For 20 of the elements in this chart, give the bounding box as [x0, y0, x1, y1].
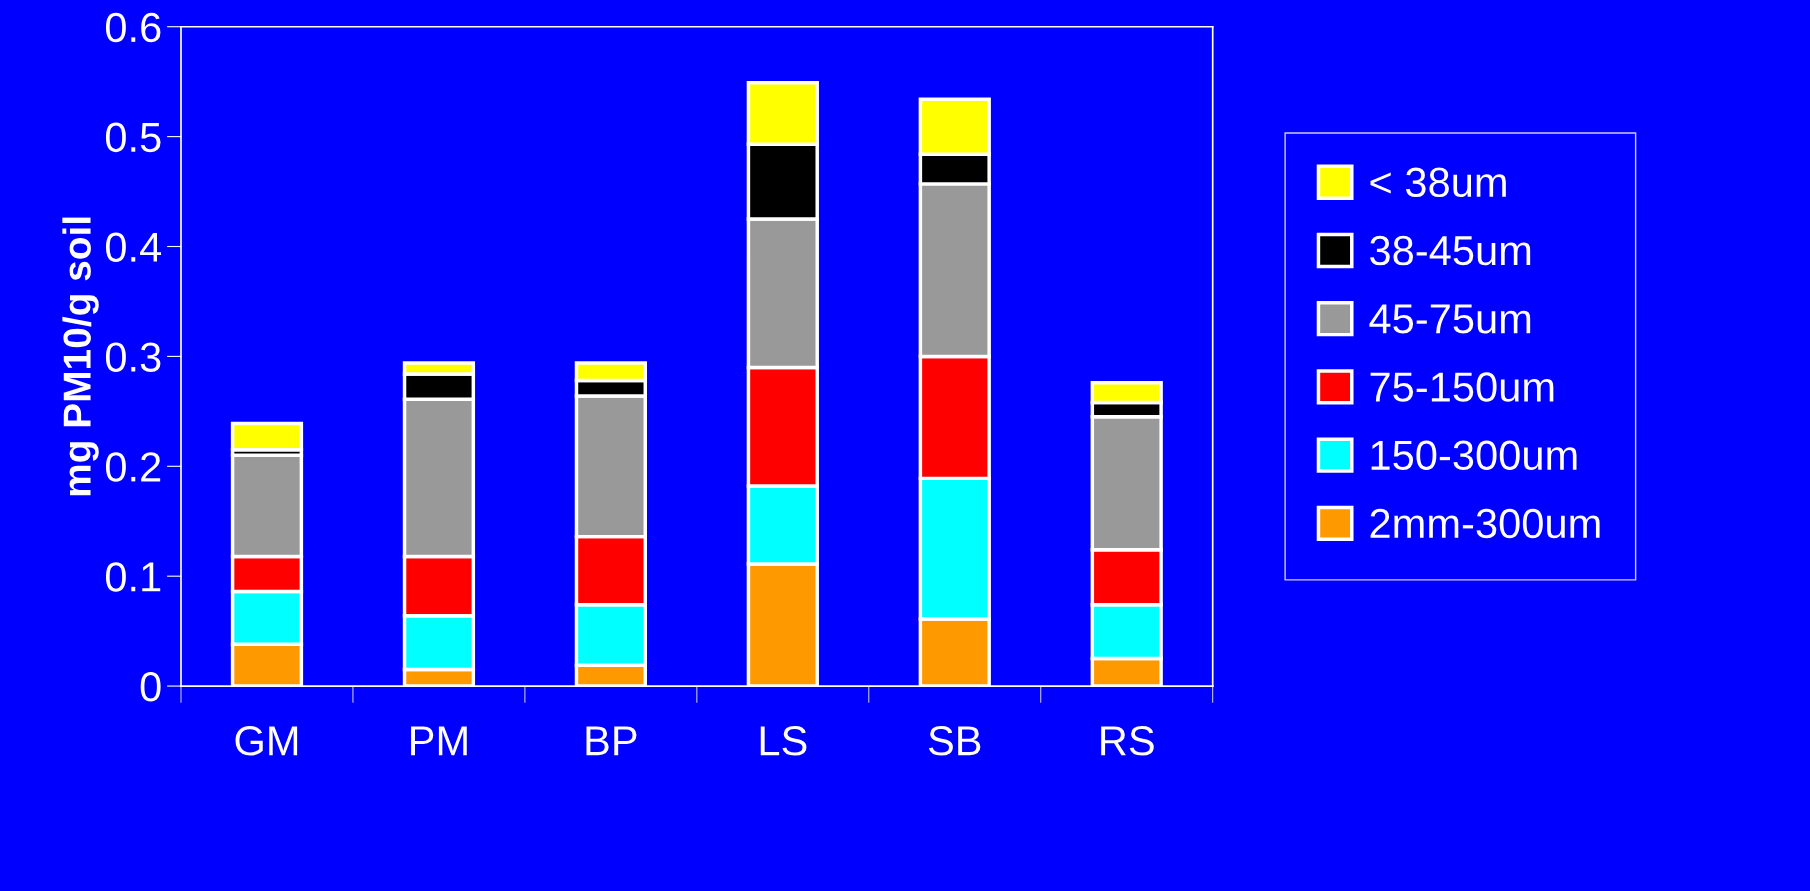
legend-label: 45-75um [1369, 304, 1531, 334]
y-tick-label: 0.5 [105, 122, 161, 153]
x-tick-label: RS [1101, 726, 1154, 756]
x-tick-label: BP [586, 726, 637, 756]
x-tick-label: PM [411, 726, 467, 756]
x-tick-label: GM [235, 726, 298, 756]
y-tick-label: 0.1 [105, 562, 161, 592]
x-tick-label: LS [760, 726, 807, 756]
y-tick-label: 0.2 [105, 452, 161, 482]
y-tick-label: 0.6 [105, 12, 161, 43]
legend-label: 75-150um [1370, 372, 1554, 402]
legend-label: 38-45um [1370, 235, 1531, 266]
legend-label: 2mm-300um [1370, 508, 1600, 539]
y-axis-title: mg PM10/g soil [62, 217, 99, 496]
y-tick-label: 0 [140, 672, 161, 702]
legend-label: 150-300um [1371, 440, 1577, 471]
legend-label: < 38um [1370, 167, 1506, 198]
y-tick-label: 0.3 [105, 342, 161, 372]
y-tick-label: 0.4 [105, 232, 162, 263]
x-tick-label: SB [928, 726, 981, 756]
